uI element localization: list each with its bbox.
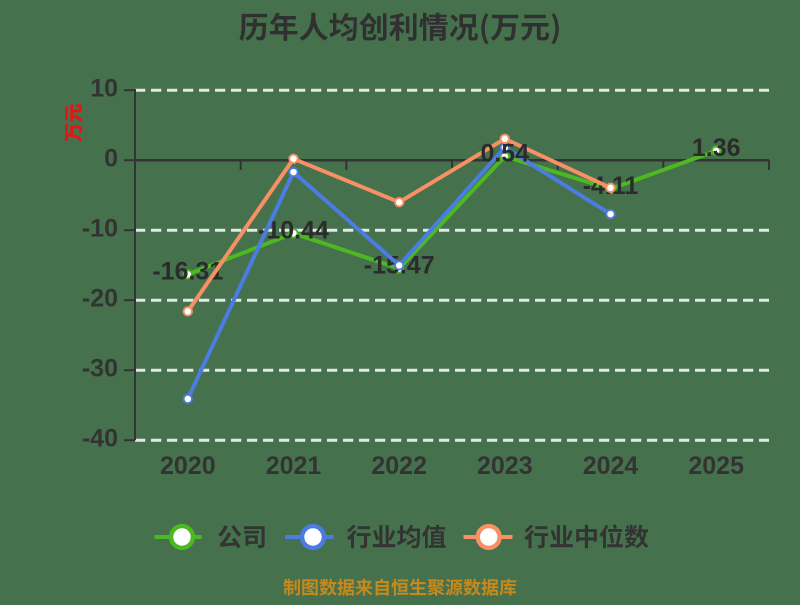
svg-text:-10: -10: [82, 215, 118, 243]
svg-text:2023: 2023: [477, 452, 533, 480]
svg-text:-20: -20: [82, 285, 118, 313]
svg-text:-40: -40: [82, 425, 118, 453]
svg-text:2021: 2021: [266, 452, 322, 480]
svg-text:2025: 2025: [688, 452, 744, 480]
svg-text:0: 0: [104, 145, 118, 173]
svg-text:2020: 2020: [160, 452, 216, 480]
svg-text:-30: -30: [82, 355, 118, 383]
svg-text:1.36: 1.36: [692, 134, 741, 162]
svg-text:0.54: 0.54: [480, 140, 529, 168]
svg-text:-16.31: -16.31: [152, 258, 223, 286]
svg-text:2024: 2024: [583, 452, 639, 480]
svg-text:2022: 2022: [371, 452, 427, 480]
svg-text:10: 10: [90, 75, 118, 103]
